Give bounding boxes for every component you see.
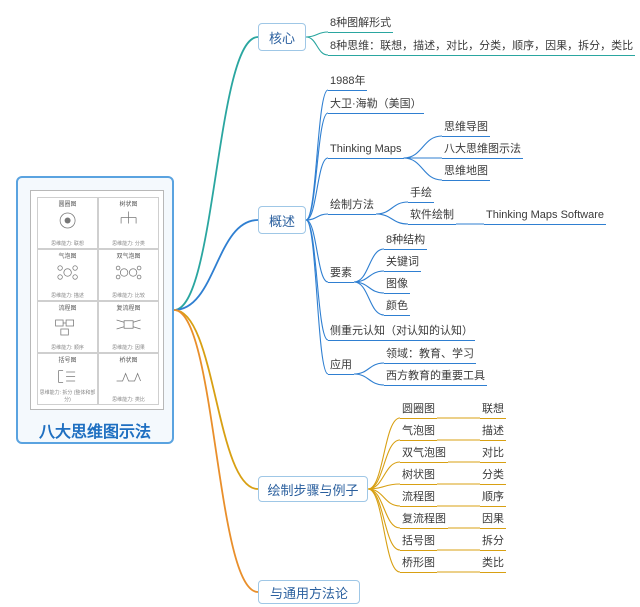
leaf: 要素: [328, 264, 354, 283]
leaf: 8种思维：联想，描述，对比，分类，顺序，因果，拆分，类比: [328, 37, 635, 56]
leaf: 图像: [384, 275, 410, 294]
thumb-cell: 复流程图思维能力: 因果: [98, 301, 159, 353]
leaf: 侧重元认知（对认知的认知）: [328, 322, 475, 341]
leaf: 1988年: [328, 72, 367, 91]
leaf: 关键词: [384, 253, 421, 272]
leaf: 双气泡图: [400, 444, 448, 463]
thumb-cell: 括号图思维能力: 拆分 (整体和部分): [37, 353, 98, 405]
thumb-cell: 气泡图思维能力: 描述: [37, 249, 98, 301]
branch-node: 核心: [258, 23, 306, 51]
leaf: 思维导图: [442, 118, 490, 137]
leaf: 顺序: [480, 488, 506, 507]
thumb-cell: 双气泡图思维能力: 比较: [98, 249, 159, 301]
leaf: 颜色: [384, 297, 410, 316]
branch-node: 绘制步骤与例子: [258, 476, 368, 502]
leaf: 气泡图: [400, 422, 437, 441]
leaf: 复流程图: [400, 510, 448, 529]
thumb-cell: 树状图思维能力: 分类: [98, 197, 159, 249]
branch-node: 概述: [258, 206, 306, 234]
root-card: 圆圈图思维能力: 联想树状图思维能力: 分类气泡图思维能力: 描述双气泡图思维能…: [16, 176, 174, 444]
branch-node: 与通用方法论: [258, 580, 360, 604]
leaf: 手绘: [408, 184, 434, 203]
thumb-cell: 桥状图思维能力: 类比: [98, 353, 159, 405]
leaf: 圆圈图: [400, 400, 437, 419]
leaf: 八大思维图示法: [442, 140, 523, 159]
leaf: Thinking Maps Software: [484, 206, 606, 225]
leaf: 流程图: [400, 488, 437, 507]
leaf: 类比: [480, 554, 506, 573]
leaf: 大卫·海勒（美国）: [328, 95, 424, 114]
leaf: 桥形图: [400, 554, 437, 573]
leaf: Thinking Maps: [328, 140, 404, 159]
leaf: 树状图: [400, 466, 437, 485]
thumb-cell: 流程图思维能力: 顺序: [37, 301, 98, 353]
leaf: 8种图解形式: [328, 14, 393, 33]
leaf: 软件绘制: [408, 206, 456, 225]
leaf: 西方教育的重要工具: [384, 367, 487, 386]
root-thumbnail: 圆圈图思维能力: 联想树状图思维能力: 分类气泡图思维能力: 描述双气泡图思维能…: [30, 190, 164, 410]
leaf: 绘制方法: [328, 196, 376, 215]
root-title: 八大思维图示法: [18, 418, 172, 442]
root-thumbnail-grid: 圆圈图思维能力: 联想树状图思维能力: 分类气泡图思维能力: 描述双气泡图思维能…: [37, 197, 157, 403]
leaf: 因果: [480, 510, 506, 529]
leaf: 分类: [480, 466, 506, 485]
leaf: 括号图: [400, 532, 437, 551]
leaf: 领域：教育、学习: [384, 345, 476, 364]
leaf: 应用: [328, 356, 354, 375]
thumb-cell: 圆圈图思维能力: 联想: [37, 197, 98, 249]
leaf: 联想: [480, 400, 506, 419]
leaf: 描述: [480, 422, 506, 441]
leaf: 对比: [480, 444, 506, 463]
leaf: 拆分: [480, 532, 506, 551]
leaf: 思维地图: [442, 162, 490, 181]
leaf: 8种结构: [384, 231, 427, 250]
